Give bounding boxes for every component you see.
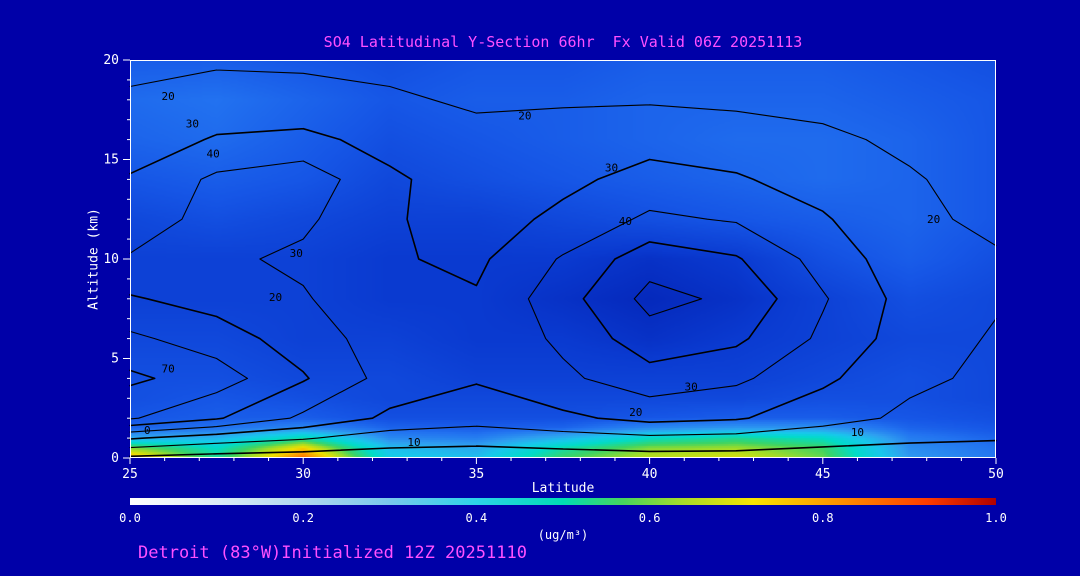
svg-text:10: 10 [407,436,420,449]
svg-text:40: 40 [619,215,632,228]
svg-text:10: 10 [103,252,119,267]
svg-text:70: 70 [161,362,174,375]
x-axis-label: Latitude [531,481,595,496]
so4-heatmap-canvas [130,60,996,458]
svg-text:30: 30 [685,380,698,393]
svg-text:20: 20 [269,291,282,304]
colorbar-tick: 0.2 [292,511,315,525]
svg-text:0: 0 [111,451,119,466]
svg-text:5: 5 [111,352,119,367]
footer-annotation: Detroit (83°W)Initialized 12Z 20251110 [138,543,527,563]
svg-text:30: 30 [290,247,303,260]
svg-text:20: 20 [103,53,119,68]
plot-title: SO4 Latitudinal Y-Section 66hr Fx Valid … [323,33,803,51]
colorbar-tick: 0.4 [465,511,488,525]
svg-text:10: 10 [851,426,864,439]
colorbar-ticks: 0.0 0.2 0.4 0.6 0.8 1.0 [119,511,1007,526]
cross-section-plot: 20 30 40 20 30 20 40 30 20 70 30 20 10 10 0 25 30 35 40 45 5… [103,53,1003,482]
svg-text:40: 40 [642,467,658,482]
svg-text:15: 15 [103,153,119,168]
svg-text:50: 50 [988,467,1004,482]
colorbar-tick: 1.0 [985,511,1007,525]
colorbar-tick: 0.6 [638,511,661,525]
svg-text:20: 20 [518,110,531,123]
svg-text:30: 30 [295,467,311,482]
colorbar [130,498,996,505]
svg-text:45: 45 [815,467,831,482]
colorbar-units-label: (ug/m³) [537,528,589,542]
colorbar-tick: 0.8 [811,511,834,525]
svg-text:0: 0 [144,424,151,437]
svg-text:25: 25 [122,467,138,482]
svg-text:35: 35 [469,467,485,482]
colorbar-tick: 0.0 [119,511,141,525]
svg-text:20: 20 [629,406,642,419]
y-axis-label: Altitude (km) [86,208,102,310]
svg-text:40: 40 [207,148,220,161]
svg-text:30: 30 [186,118,199,131]
svg-text:30: 30 [605,161,618,174]
svg-text:20: 20 [161,90,174,103]
svg-text:20: 20 [927,213,940,226]
